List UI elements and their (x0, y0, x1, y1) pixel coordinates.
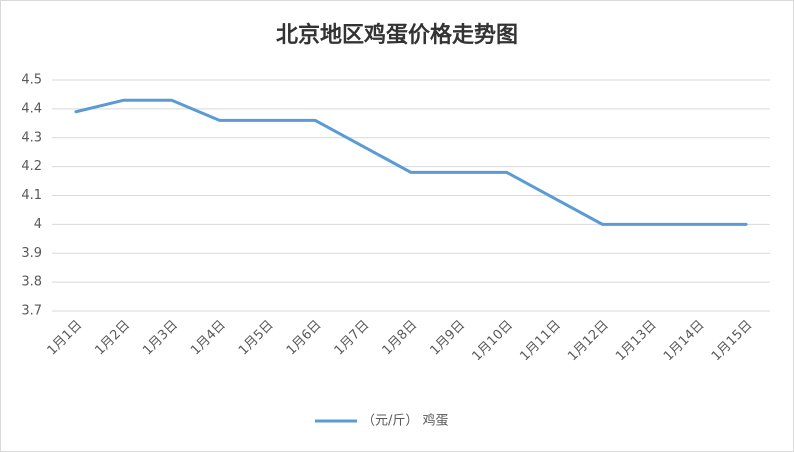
y-tick-label: 4.3 (21, 130, 42, 145)
legend-label: （元/斤） 鸡蛋 (362, 413, 449, 429)
y-tick-label: 4.2 (21, 159, 42, 174)
data-line (74, 98, 748, 226)
y-tick-label: 3.7 (21, 304, 42, 319)
y-tick-label: 4.1 (21, 188, 42, 203)
y-tick-label: 4.5 (21, 73, 42, 88)
y-tick-label: 3.9 (21, 246, 42, 261)
y-tick-label: 4 (34, 217, 42, 232)
y-tick-label: 3.8 (21, 275, 42, 290)
y-tick-label: 4.4 (21, 101, 42, 116)
chart-title: 北京地区鸡蛋价格走势图 (276, 22, 518, 48)
